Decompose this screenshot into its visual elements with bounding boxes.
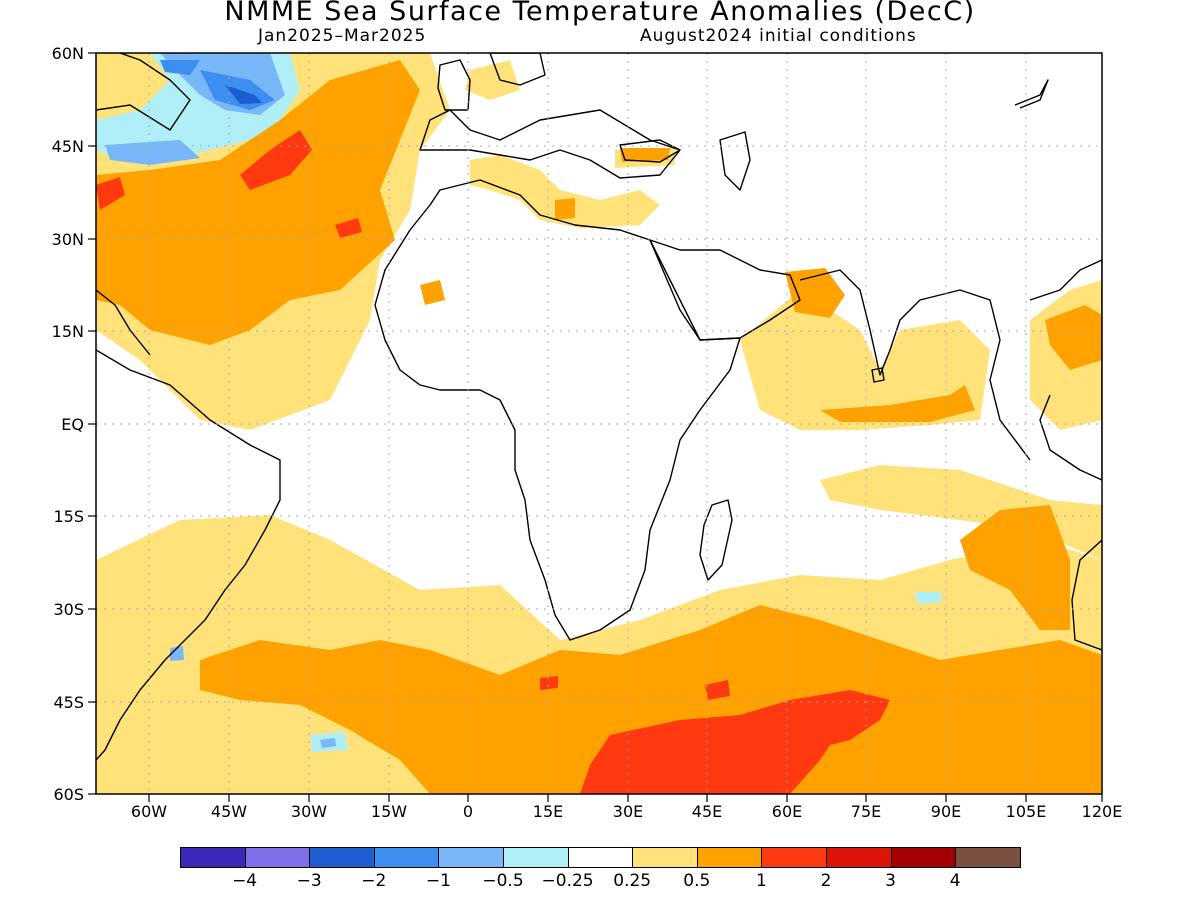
colorbar-label-2: −2 xyxy=(361,871,387,891)
lat-label-60n: 60N xyxy=(51,44,84,63)
southeast-asia-coast xyxy=(1029,259,1102,481)
lon-label-45e: 45E xyxy=(691,802,723,821)
lat-label-15n: 15N xyxy=(51,322,84,341)
colorbar-bin-10 xyxy=(826,847,892,868)
black-sea-coast xyxy=(619,139,681,163)
colorbar-label-8: 1 xyxy=(755,871,767,891)
north-america-coast xyxy=(96,53,191,131)
sri-lanka-coast xyxy=(871,367,885,383)
lon-label-30e: 30E xyxy=(612,802,644,821)
lat-label-45s: 45S xyxy=(53,693,84,712)
lon-label-15e: 15E xyxy=(532,802,564,821)
colorbar-bin-7 xyxy=(632,847,698,868)
coastlines xyxy=(96,53,1102,761)
lon-label-15w: 15W xyxy=(370,802,408,821)
central-america-coast xyxy=(96,289,151,356)
colorbar-bin-6 xyxy=(567,847,634,868)
strong-warm-anomaly xyxy=(96,130,890,794)
scandinavia-coast xyxy=(489,53,546,86)
lon-label-0: 0 xyxy=(462,802,474,821)
lon-label-45w: 45W xyxy=(210,802,248,821)
colorbar-bin-4 xyxy=(438,847,504,868)
caspian-coast xyxy=(719,131,751,191)
colorbar-label-7: 0.5 xyxy=(683,871,711,891)
japan-coast xyxy=(1014,79,1049,109)
lon-label-105e: 105E xyxy=(1005,802,1047,821)
lat-label-45n: 45N xyxy=(51,137,84,156)
lat-label-30n: 30N xyxy=(51,230,84,249)
colorbar-label-0: −4 xyxy=(232,871,258,891)
arabia-coast xyxy=(649,239,801,341)
lat-label-60s: 60S xyxy=(53,785,84,804)
lat-label-30s: 30S xyxy=(53,600,84,619)
colorbar-label-9: 2 xyxy=(820,871,832,891)
colorbar-label-4: −0.5 xyxy=(482,871,524,891)
lon-label-120e: 120E xyxy=(1081,802,1123,821)
australia-coast xyxy=(1071,539,1102,651)
colorbar-bin-3 xyxy=(373,847,440,868)
south-america-coast xyxy=(96,349,281,761)
colorbar-bin-12 xyxy=(955,847,1021,868)
colorbar-label-3: −1 xyxy=(425,871,451,891)
axis-ticks xyxy=(88,52,1103,802)
lon-label-60w: 60W xyxy=(130,802,168,821)
india-coast xyxy=(799,269,1031,461)
colorbar-label-1: −3 xyxy=(296,871,322,891)
lat-label-15s: 15S xyxy=(53,507,84,526)
lon-label-90e: 90E xyxy=(930,802,962,821)
lat-label-eq: EQ xyxy=(61,415,84,434)
colorbar-label-5: −0.25 xyxy=(541,871,594,891)
moderate-warm-anomaly xyxy=(96,60,1102,794)
colorbar-bin-5 xyxy=(503,847,569,868)
lon-label-30w: 30W xyxy=(290,802,328,821)
madagascar-coast xyxy=(699,499,733,581)
colorbar-bin-1 xyxy=(244,847,311,868)
colorbar-label-10: 3 xyxy=(885,871,896,891)
colorbar-bin-2 xyxy=(309,847,375,868)
graticule xyxy=(96,53,1102,794)
colorbar-bin-8 xyxy=(696,847,763,868)
colorbar-label-11: 4 xyxy=(949,871,961,891)
lon-label-75e: 75E xyxy=(850,802,882,821)
colorbar-bin-9 xyxy=(761,847,827,868)
cool-anomaly xyxy=(96,53,942,752)
initial-conditions: August2024 initial conditions xyxy=(640,26,917,46)
forecast-period: Jan2025–Mar2025 xyxy=(258,26,427,46)
colorbar-bin-0 xyxy=(180,847,246,868)
map-title: NMME Sea Surface Temperature Anomalies (… xyxy=(224,0,976,27)
colorbar-label-6: 0.25 xyxy=(613,871,652,891)
colorbar-bin-11 xyxy=(890,847,957,868)
lon-label-60e: 60E xyxy=(771,802,803,821)
